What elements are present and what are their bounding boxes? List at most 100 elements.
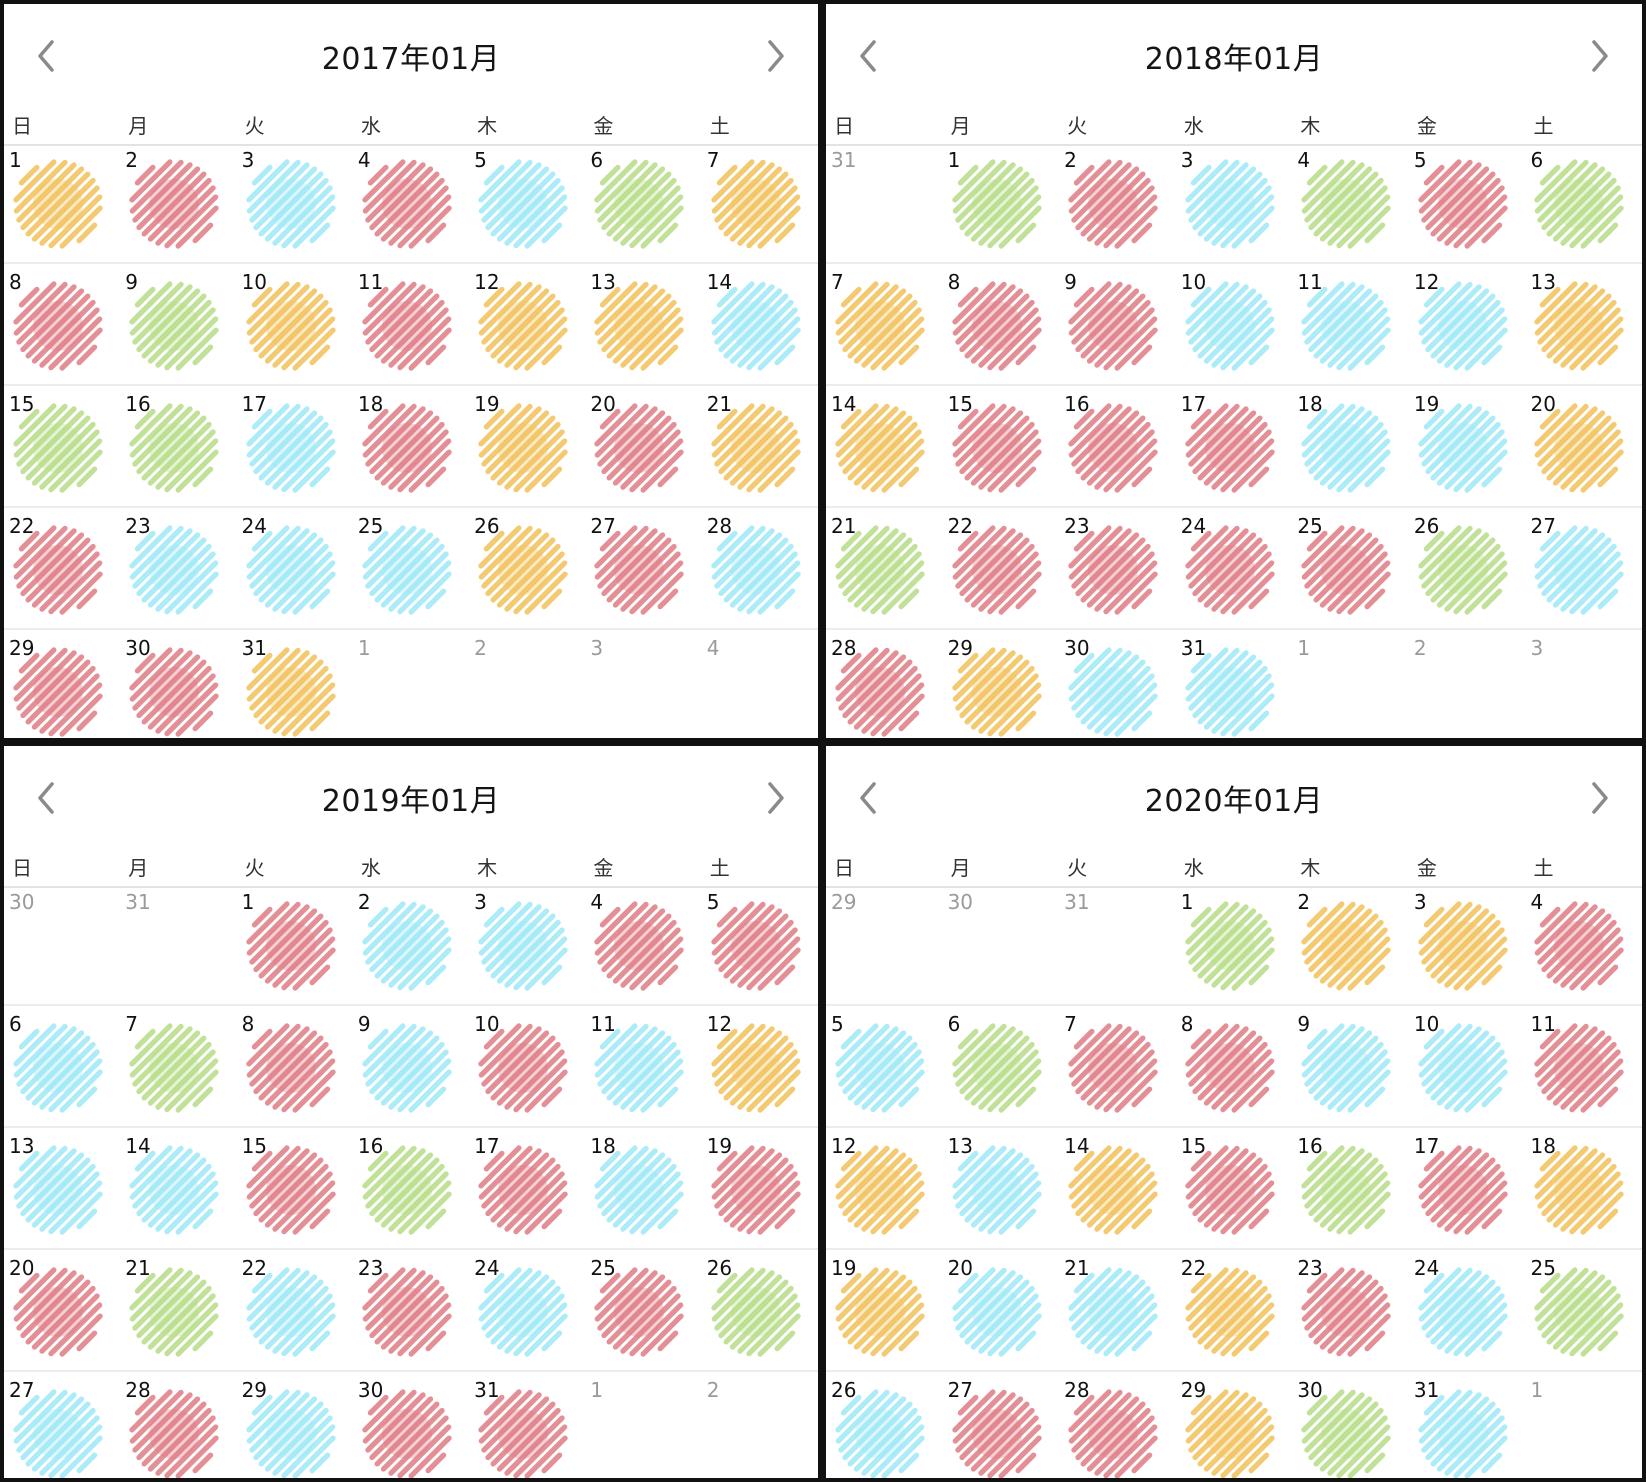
day-cell[interactable]: 19 — [469, 386, 585, 506]
day-cell[interactable]: 1 — [1176, 884, 1293, 1004]
prev-month-button[interactable] — [24, 30, 68, 82]
day-cell[interactable]: 16 — [120, 386, 236, 506]
day-cell[interactable]: 31 — [237, 630, 353, 738]
day-cell[interactable]: 19 — [702, 1128, 818, 1248]
day-cell[interactable]: 19 — [826, 1250, 943, 1370]
day-cell[interactable]: 17 — [469, 1128, 585, 1248]
day-cell[interactable]: 29 — [1176, 1372, 1293, 1478]
day-cell[interactable]: 31 — [1059, 884, 1176, 1004]
day-cell[interactable]: 20 — [585, 386, 701, 506]
day-cell[interactable]: 29 — [943, 630, 1060, 738]
day-cell[interactable]: 6 — [585, 142, 701, 262]
day-cell[interactable]: 20 — [1525, 386, 1642, 506]
day-cell[interactable]: 26 — [702, 1250, 818, 1370]
day-cell[interactable]: 30 — [353, 1372, 469, 1478]
day-cell[interactable]: 12 — [1409, 264, 1526, 384]
day-cell[interactable]: 12 — [469, 264, 585, 384]
day-cell[interactable]: 1 — [237, 884, 353, 1004]
day-cell[interactable]: 13 — [585, 264, 701, 384]
day-cell[interactable]: 2 — [120, 142, 236, 262]
next-month-button[interactable] — [754, 30, 798, 82]
day-cell[interactable]: 17 — [1409, 1128, 1526, 1248]
day-cell[interactable]: 27 — [585, 508, 701, 628]
day-cell[interactable]: 30 — [120, 630, 236, 738]
day-cell[interactable]: 6 — [1525, 142, 1642, 262]
day-cell[interactable]: 12 — [826, 1128, 943, 1248]
day-cell[interactable]: 28 — [702, 508, 818, 628]
day-cell[interactable]: 15 — [237, 1128, 353, 1248]
day-cell[interactable]: 3 — [1176, 142, 1293, 262]
day-cell[interactable]: 28 — [1059, 1372, 1176, 1478]
day-cell[interactable]: 31 — [1409, 1372, 1526, 1478]
day-cell[interactable]: 21 — [1059, 1250, 1176, 1370]
day-cell[interactable]: 23 — [353, 1250, 469, 1370]
day-cell[interactable]: 23 — [1292, 1250, 1409, 1370]
day-cell[interactable]: 30 — [1292, 1372, 1409, 1478]
day-cell[interactable]: 11 — [1292, 264, 1409, 384]
day-cell[interactable]: 23 — [120, 508, 236, 628]
day-cell[interactable]: 12 — [702, 1006, 818, 1126]
day-cell[interactable]: 27 — [943, 1372, 1060, 1478]
day-cell[interactable]: 5 — [702, 884, 818, 1004]
day-cell[interactable]: 16 — [1292, 1128, 1409, 1248]
day-cell[interactable]: 3 — [237, 142, 353, 262]
day-cell[interactable]: 31 — [826, 142, 943, 262]
day-cell[interactable]: 3 — [1409, 884, 1526, 1004]
day-cell[interactable]: 5 — [1409, 142, 1526, 262]
day-cell[interactable]: 31 — [1176, 630, 1293, 738]
day-cell[interactable]: 21 — [120, 1250, 236, 1370]
day-cell[interactable]: 17 — [1176, 386, 1293, 506]
day-cell[interactable]: 5 — [826, 1006, 943, 1126]
day-cell[interactable]: 2 — [1409, 630, 1526, 738]
day-cell[interactable]: 6 — [4, 1006, 120, 1126]
day-cell[interactable]: 2 — [469, 630, 585, 738]
day-cell[interactable]: 13 — [943, 1128, 1060, 1248]
day-cell[interactable]: 28 — [826, 630, 943, 738]
day-cell[interactable]: 14 — [1059, 1128, 1176, 1248]
day-cell[interactable]: 10 — [1409, 1006, 1526, 1126]
day-cell[interactable]: 7 — [702, 142, 818, 262]
day-cell[interactable]: 15 — [1176, 1128, 1293, 1248]
day-cell[interactable]: 11 — [585, 1006, 701, 1126]
day-cell[interactable]: 30 — [943, 884, 1060, 1004]
day-cell[interactable]: 1 — [353, 630, 469, 738]
next-month-button[interactable] — [754, 772, 798, 824]
day-cell[interactable]: 20 — [4, 1250, 120, 1370]
day-cell[interactable]: 10 — [237, 264, 353, 384]
day-cell[interactable]: 18 — [1292, 386, 1409, 506]
day-cell[interactable]: 22 — [4, 508, 120, 628]
day-cell[interactable]: 11 — [353, 264, 469, 384]
day-cell[interactable]: 18 — [353, 386, 469, 506]
day-cell[interactable]: 29 — [826, 884, 943, 1004]
day-cell[interactable]: 20 — [943, 1250, 1060, 1370]
day-cell[interactable]: 6 — [943, 1006, 1060, 1126]
day-cell[interactable]: 8 — [4, 264, 120, 384]
day-cell[interactable]: 4 — [1525, 884, 1642, 1004]
day-cell[interactable]: 26 — [469, 508, 585, 628]
day-cell[interactable]: 11 — [1525, 1006, 1642, 1126]
day-cell[interactable]: 31 — [120, 884, 236, 1004]
day-cell[interactable]: 26 — [1409, 508, 1526, 628]
day-cell[interactable]: 24 — [1409, 1250, 1526, 1370]
day-cell[interactable]: 1 — [585, 1372, 701, 1478]
day-cell[interactable]: 21 — [826, 508, 943, 628]
day-cell[interactable]: 16 — [353, 1128, 469, 1248]
day-cell[interactable]: 8 — [943, 264, 1060, 384]
day-cell[interactable]: 15 — [943, 386, 1060, 506]
day-cell[interactable]: 10 — [1176, 264, 1293, 384]
day-cell[interactable]: 22 — [1176, 1250, 1293, 1370]
day-cell[interactable]: 1 — [1525, 1372, 1642, 1478]
day-cell[interactable]: 8 — [237, 1006, 353, 1126]
day-cell[interactable]: 24 — [1176, 508, 1293, 628]
day-cell[interactable]: 13 — [1525, 264, 1642, 384]
day-cell[interactable]: 8 — [1176, 1006, 1293, 1126]
day-cell[interactable]: 30 — [1059, 630, 1176, 738]
day-cell[interactable]: 29 — [237, 1372, 353, 1478]
day-cell[interactable]: 3 — [1525, 630, 1642, 738]
day-cell[interactable]: 25 — [353, 508, 469, 628]
day-cell[interactable]: 9 — [120, 264, 236, 384]
day-cell[interactable]: 17 — [237, 386, 353, 506]
day-cell[interactable]: 2 — [702, 1372, 818, 1478]
day-cell[interactable]: 1 — [943, 142, 1060, 262]
day-cell[interactable]: 19 — [1409, 386, 1526, 506]
